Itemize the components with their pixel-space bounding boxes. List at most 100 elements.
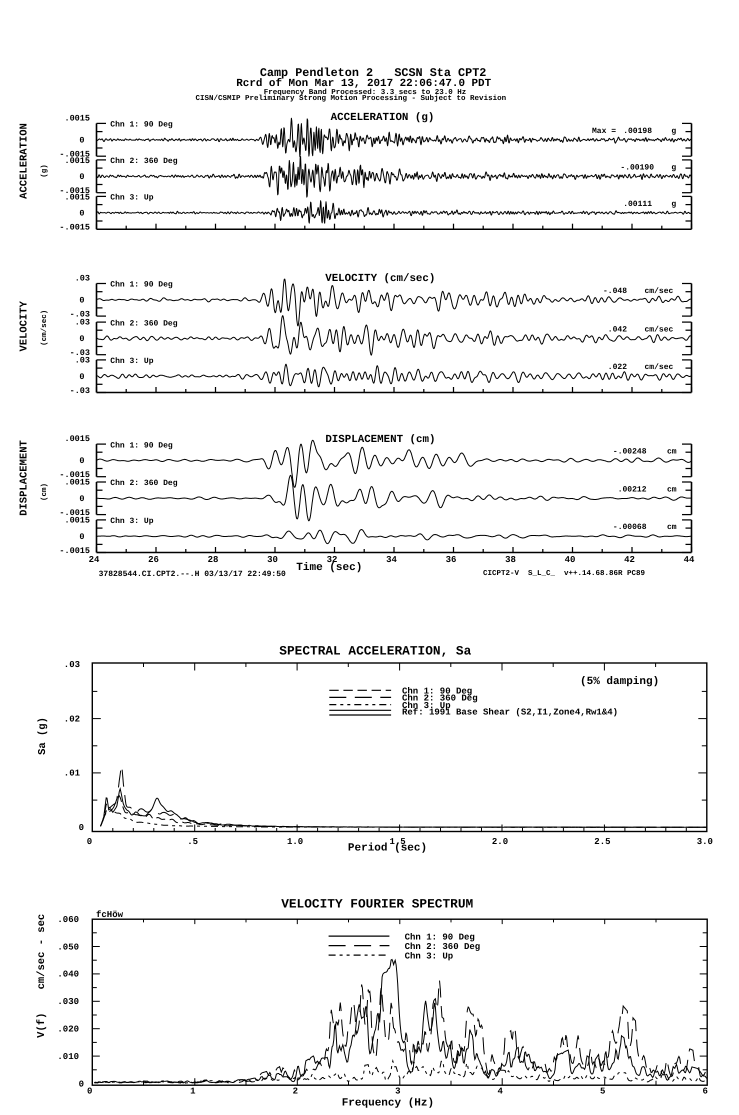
svg-text:(g): (g) — [40, 164, 49, 178]
svg-text:-.048: -.048 — [603, 287, 627, 296]
svg-text:34: 34 — [386, 555, 397, 565]
svg-text:cm/sec: cm/sec — [645, 325, 674, 334]
svg-text:-.03: -.03 — [70, 348, 90, 358]
svg-text:cm: cm — [667, 447, 677, 456]
svg-text:1.0: 1.0 — [287, 837, 303, 847]
svg-text:SPECTRAL ACCELERATION, Sa: SPECTRAL ACCELERATION, Sa — [279, 644, 471, 659]
svg-text:Chn 3: Up: Chn 3: Up — [402, 701, 451, 711]
svg-text:Time (sec): Time (sec) — [296, 562, 362, 574]
svg-text:28: 28 — [208, 555, 219, 565]
svg-text:Chn 2: 360 Deg: Chn 2: 360 Deg — [402, 694, 478, 704]
svg-text:VELOCITY (cm/sec): VELOCITY (cm/sec) — [325, 273, 435, 285]
svg-text:0: 0 — [79, 532, 84, 542]
svg-text:0: 0 — [79, 1079, 84, 1089]
svg-text:5: 5 — [600, 1086, 605, 1096]
svg-text:-.0015: -.0015 — [59, 508, 90, 518]
svg-text:-.0015: -.0015 — [59, 150, 90, 160]
svg-text:(cm): (cm) — [40, 483, 49, 501]
svg-text:.03: .03 — [75, 318, 90, 328]
svg-text:-.0015: -.0015 — [59, 470, 90, 480]
svg-text:2.5: 2.5 — [594, 837, 610, 847]
svg-text:cm/sec: cm/sec — [645, 363, 674, 372]
svg-text:.020: .020 — [57, 1025, 79, 1035]
svg-text:.042: .042 — [608, 325, 627, 334]
svg-text:.00111: .00111 — [623, 200, 652, 209]
svg-text:(5% damping): (5% damping) — [580, 676, 659, 688]
svg-text:32: 32 — [327, 555, 338, 565]
svg-text:36: 36 — [446, 555, 457, 565]
svg-text:4: 4 — [497, 1086, 503, 1096]
svg-text:-.0015: -.0015 — [59, 223, 90, 233]
svg-text:.030: .030 — [57, 997, 79, 1007]
svg-text:44: 44 — [684, 555, 695, 565]
svg-text:.5: .5 — [187, 837, 198, 847]
svg-text:.01: .01 — [64, 769, 81, 779]
svg-text:Chn 3: Up: Chn 3: Up — [405, 951, 454, 961]
svg-text:Chn 2: 360 Deg: Chn 2: 360 Deg — [110, 479, 177, 488]
svg-text:VELOCITY FOURIER SPECTRUM: VELOCITY FOURIER SPECTRUM — [281, 897, 473, 912]
svg-text:Period (sec): Period (sec) — [348, 843, 427, 855]
svg-text:.0015: .0015 — [64, 193, 90, 203]
svg-text:DISPLACEMENT: DISPLACEMENT — [19, 440, 31, 516]
svg-text:26: 26 — [148, 555, 159, 565]
svg-text:DISPLACEMENT (cm): DISPLACEMENT (cm) — [325, 434, 435, 446]
svg-text:Sa (g): Sa (g) — [37, 717, 49, 755]
svg-text:2: 2 — [293, 1086, 298, 1096]
svg-text:g: g — [671, 200, 676, 209]
svg-text:cm: cm — [667, 485, 677, 494]
svg-text:0: 0 — [79, 372, 84, 382]
svg-text:.060: .060 — [57, 915, 79, 925]
svg-text:g: g — [671, 163, 676, 172]
svg-text:.022: .022 — [608, 363, 627, 372]
svg-text:0: 0 — [79, 136, 84, 146]
svg-text:V(f): V(f) — [36, 1013, 48, 1038]
svg-text:Chn 3: Up: Chn 3: Up — [110, 194, 153, 203]
svg-text:-.0015: -.0015 — [59, 546, 90, 556]
svg-text:Camp Pendleton 2 SCSN Sta CP: Camp Pendleton 2 SCSN Sta CPT2 — [260, 66, 487, 80]
svg-text:.03: .03 — [75, 355, 90, 365]
svg-text:0: 0 — [79, 209, 84, 219]
svg-text:Chn 1: 90 Deg: Chn 1: 90 Deg — [405, 932, 475, 942]
svg-text:1: 1 — [190, 1086, 196, 1096]
svg-text:1.5: 1.5 — [389, 837, 405, 847]
svg-text:Chn 2: 360 Deg: Chn 2: 360 Deg — [405, 942, 481, 952]
svg-text:Chn 2: 360 Deg: Chn 2: 360 Deg — [110, 319, 177, 328]
svg-text:Chn 1: 90 Deg: Chn 1: 90 Deg — [110, 121, 173, 130]
svg-text:cm: cm — [667, 523, 677, 532]
svg-text:37828544.CI.CPT2.--.H 03/13/17: 37828544.CI.CPT2.--.H 03/13/17 22:49:50 — [99, 570, 286, 579]
svg-text:.0015: .0015 — [64, 113, 90, 123]
svg-text:Ref: 1991 Base Shear (S2,I1,Zo: Ref: 1991 Base Shear (S2,I1,Zone4,Rw1&4) — [402, 708, 618, 718]
svg-text:Rcrd of Mon Mar 13, 2017 22:06: Rcrd of Mon Mar 13, 2017 22:06:47.0 PDT — [236, 77, 491, 90]
svg-text:fcHöw: fcHöw — [96, 910, 124, 920]
svg-text:0: 0 — [87, 837, 92, 847]
svg-text:Chn 1: 90 Deg: Chn 1: 90 Deg — [402, 687, 472, 697]
svg-text:-.0015: -.0015 — [59, 186, 90, 196]
svg-text:24: 24 — [89, 555, 100, 565]
svg-text:Chn 1: 90 Deg: Chn 1: 90 Deg — [110, 441, 173, 450]
svg-text:VELOCITY: VELOCITY — [19, 300, 31, 351]
svg-text:.03: .03 — [64, 660, 80, 670]
svg-text:ACCELERATION: ACCELERATION — [19, 123, 31, 199]
svg-text:ACCELERATION (g): ACCELERATION (g) — [331, 112, 435, 124]
svg-text:Max =: Max = — [592, 127, 616, 136]
svg-text:-.00190: -.00190 — [620, 163, 654, 172]
svg-text:cm/sec - sec: cm/sec - sec — [36, 914, 48, 990]
svg-text:Frequency Band Processed: 3.3: Frequency Band Processed: 3.3 secs to 23… — [264, 88, 467, 97]
svg-text:6: 6 — [702, 1086, 707, 1096]
svg-text:0: 0 — [79, 456, 84, 466]
svg-text:CICPT2-V S_L_C_ v++.14.68.86: CICPT2-V S_L_C_ v++.14.68.86R PC89 — [483, 569, 646, 578]
svg-text:0: 0 — [87, 1086, 92, 1096]
svg-text:0: 0 — [79, 494, 84, 504]
svg-text:Chn 3: Up: Chn 3: Up — [110, 357, 153, 366]
svg-text:.0015: .0015 — [64, 478, 90, 488]
svg-text:38: 38 — [505, 555, 516, 565]
svg-text:g: g — [671, 127, 676, 136]
svg-text:Frequency (Hz): Frequency (Hz) — [342, 1098, 434, 1110]
svg-text:(cm/sec): (cm/sec) — [40, 310, 49, 346]
svg-text:.010: .010 — [57, 1052, 79, 1062]
svg-text:0: 0 — [79, 296, 84, 306]
svg-text:.050: .050 — [57, 942, 79, 952]
svg-text:3: 3 — [395, 1086, 400, 1096]
svg-text:.00198: .00198 — [623, 127, 652, 136]
svg-text:Chn 3: Up: Chn 3: Up — [110, 517, 153, 526]
